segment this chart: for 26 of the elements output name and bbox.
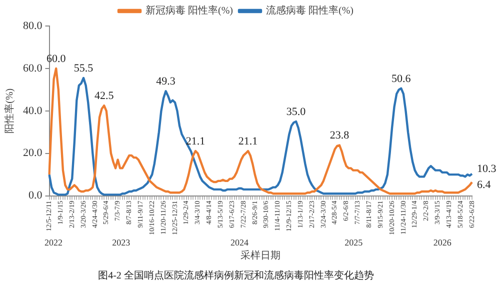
data-label: 42.5 <box>94 90 114 102</box>
x-axis-title: 采样日期 <box>240 250 281 262</box>
data-label: 23.8 <box>330 130 350 142</box>
legend-label: 新冠病毒 阳性率(%) <box>146 4 234 17</box>
y-axis-title: 阳性率(%) <box>4 88 16 134</box>
y-tick-label: 80.0 <box>23 20 43 32</box>
text: 2025 <box>344 238 364 248</box>
data-label: 55.5 <box>74 62 94 74</box>
y-tick-label: 20.0 <box>23 147 43 160</box>
data-label: 21.1 <box>186 135 206 148</box>
data-label: 10.3 <box>477 162 497 175</box>
text: 2023 <box>112 238 131 248</box>
data-label: 50.6 <box>392 72 412 85</box>
text: 2026 <box>433 238 452 248</box>
legend-label: 流感病毒 阳性率(%) <box>266 4 354 17</box>
data-label: 60.0 <box>46 52 66 65</box>
data-label: 21.1 <box>238 135 258 148</box>
text: 2022 <box>44 238 62 248</box>
data-label: 6.4 <box>477 179 492 192</box>
text: 2024 <box>230 238 249 248</box>
data-label: 49.3 <box>156 76 176 88</box>
y-tick-label: 0.0 <box>28 190 43 202</box>
y-tick-label: 40.0 <box>23 104 43 117</box>
data-label: 35.0 <box>286 106 306 118</box>
y-tick-label: 60.0 <box>23 62 43 74</box>
text: 图4-2 全国哨点医院流感样病例新冠和流感病毒阳性率变化趋势 <box>98 270 374 282</box>
